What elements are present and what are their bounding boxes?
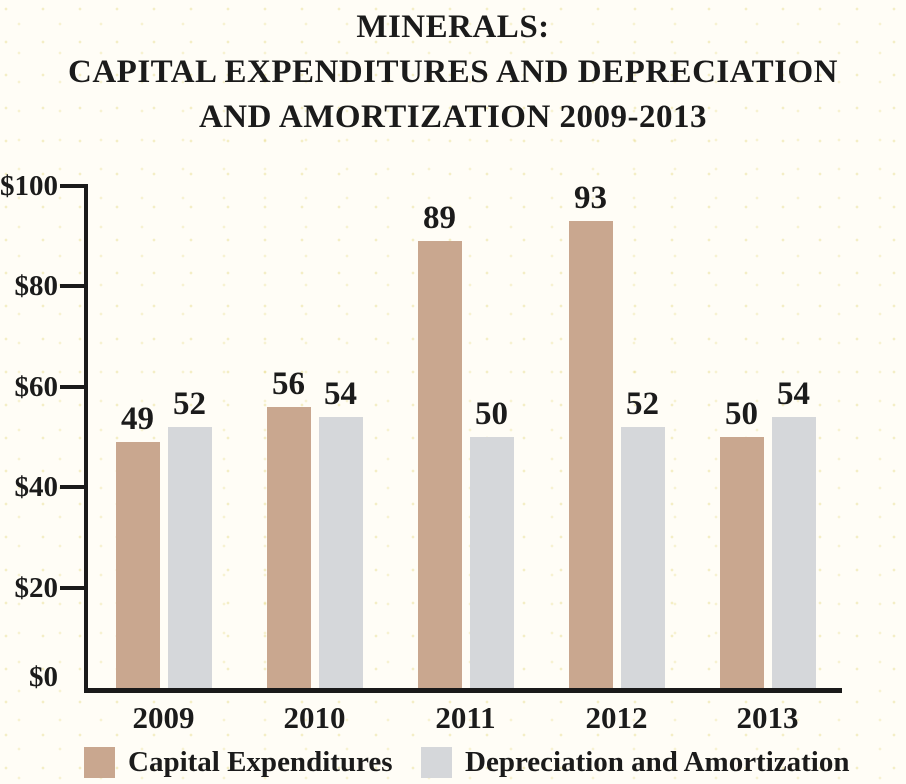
bar-capital-expenditures-2012: [568, 221, 613, 688]
plot-area: $0 $20 $40 $60 $80 $100 49 52 2009 56 54 2010 89 50 20…: [0, 170, 842, 735]
x-axis-label-2013: 2013: [736, 700, 799, 735]
chart-title-line-3: AND AMORTIZATION 2009-2013: [198, 99, 708, 135]
bar-value-label-capital-expenditures-2010: 56: [272, 366, 305, 402]
chart-title-line-1: MINERALS:: [356, 9, 550, 45]
bar-value-label-depreciation-and-amortization-2012: 52: [626, 386, 659, 422]
x-axis-line: [84, 688, 842, 693]
y-axis-tick: [60, 384, 84, 389]
y-axis-tick: [60, 284, 84, 289]
x-axis-label-2010: 2010: [283, 700, 346, 735]
y-axis-tick-label: $100: [0, 170, 58, 202]
y-axis-line: [84, 184, 88, 693]
y-axis-tick-label: $0: [29, 661, 58, 693]
bar-value-label-depreciation-and-amortization-2009: 52: [173, 386, 206, 422]
bar-value-label-capital-expenditures-2011: 89: [423, 200, 456, 236]
x-axis-label-2012: 2012: [585, 700, 648, 735]
bar-depreciation-and-amortization-2012: [620, 427, 665, 688]
chart-title: MINERALS: CAPITAL EXPENDITURES AND DEPRE…: [0, 5, 906, 140]
bar-value-label-capital-expenditures-2013: 50: [725, 396, 758, 432]
bar-capital-expenditures-2010: [266, 407, 311, 688]
y-axis-tick-label: $60: [14, 370, 59, 403]
bar-value-label-capital-expenditures-2009: 49: [121, 401, 154, 437]
bar-capital-expenditures-2013: [719, 437, 764, 688]
bar-capital-expenditures-2011: [417, 241, 462, 688]
x-axis-label-2009: 2009: [132, 700, 195, 735]
bar-depreciation-and-amortization-2013: [771, 417, 816, 688]
x-axis-label-2011: 2011: [435, 700, 496, 735]
legend-label-capital-expenditures: Capital Expenditures: [128, 746, 393, 778]
y-axis-tick: [60, 485, 84, 490]
bar-depreciation-and-amortization-2009: [167, 427, 212, 688]
legend-label-depreciation-and-amortization: Depreciation and Amortization: [465, 746, 850, 778]
bar-capital-expenditures-2009: [115, 442, 160, 688]
y-axis-tick-label: $40: [14, 471, 59, 504]
bar-value-label-depreciation-and-amortization-2010: 54: [324, 376, 357, 412]
chart-title-line-2: CAPITAL EXPENDITURES AND DEPRECIATION: [68, 54, 838, 90]
y-axis-tick: [60, 585, 84, 590]
bar-value-label-capital-expenditures-2012: 93: [574, 180, 607, 216]
bar-depreciation-and-amortization-2010: [318, 417, 363, 688]
legend-swatch-depreciation-and-amortization: [421, 747, 452, 778]
legend: Capital Expenditures Depreciation and Am…: [0, 744, 906, 784]
y-axis-tick: [60, 184, 84, 189]
y-axis-tick-label: $20: [14, 571, 59, 604]
y-axis-tick-label: $80: [14, 270, 59, 303]
legend-swatch-capital-expenditures: [84, 747, 115, 778]
bar-value-label-depreciation-and-amortization-2011: 50: [475, 396, 508, 432]
bar-depreciation-and-amortization-2011: [469, 437, 514, 688]
bar-value-label-depreciation-and-amortization-2013: 54: [777, 376, 810, 412]
